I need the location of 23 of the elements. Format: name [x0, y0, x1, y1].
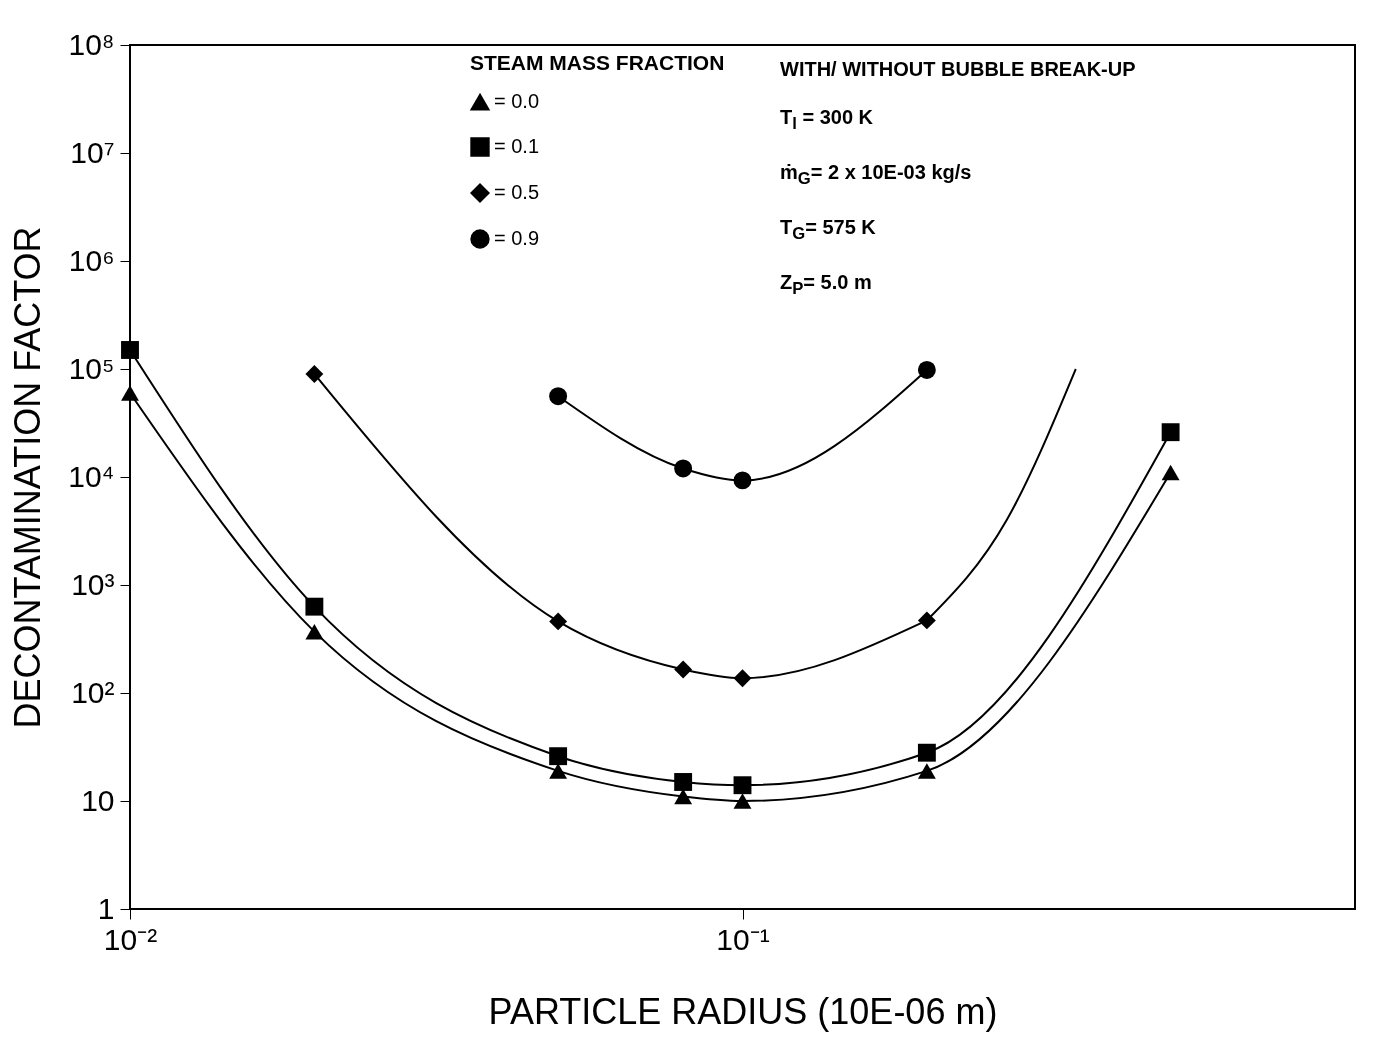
- annotation: T$_{G}$= 575 K: [780, 215, 877, 245]
- y-tick-label: 10: [81, 783, 115, 817]
- y-tick-label: 10⁶: [68, 243, 115, 277]
- legend-label: = 0.0: [494, 90, 540, 112]
- annotation: Z$_{P}$= 5.0 m: [780, 270, 873, 300]
- x-axis-title: PARTICLE RADIUS (10E-06 m): [488, 990, 998, 1032]
- x-tick-label: 10⁻²: [103, 922, 158, 956]
- y-tick-label: 10³: [71, 567, 115, 601]
- y-tick-label: 10⁴: [68, 459, 115, 493]
- y-axis-title: DECONTAMINATION FACTOR: [7, 226, 49, 729]
- legend-title: STEAM MASS FRACTION: [470, 51, 725, 74]
- legend-label: = 0.5: [494, 181, 540, 203]
- legend-label: = 0.1: [494, 135, 540, 157]
- y-tick-label: 10⁵: [68, 351, 115, 385]
- y-tick-label: 10⁸: [68, 27, 115, 61]
- legend-label: = 0.9: [494, 227, 540, 249]
- y-tick-label: 1: [97, 891, 115, 925]
- x-tick-label: 10⁻¹: [716, 922, 770, 956]
- annotation: ṁ$_{G}$= 2 x 10E-03 kg/s: [780, 160, 973, 190]
- annotation: WITH/ WITHOUT BUBBLE BREAK-UP: [780, 57, 1136, 82]
- annotation: T$_{l}$ = 300 K: [780, 105, 875, 135]
- y-tick-label: 10²: [71, 675, 115, 709]
- y-tick-label: 10⁷: [70, 135, 115, 169]
